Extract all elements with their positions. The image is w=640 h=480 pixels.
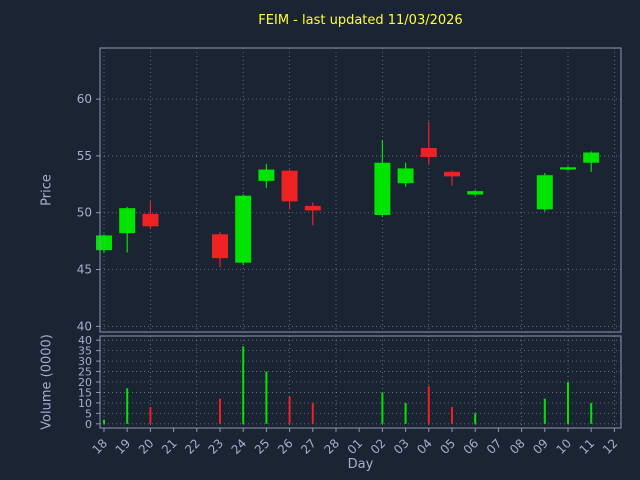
candle-body — [258, 169, 275, 181]
volume-tick-label: 15 — [78, 386, 92, 399]
candle-body — [119, 208, 136, 234]
day-tick-label: 06 — [461, 436, 482, 457]
day-tick-label: 03 — [391, 436, 412, 457]
candle-body — [420, 147, 437, 158]
volume-tick-label: 20 — [78, 376, 92, 389]
volume-tick-label: 25 — [78, 366, 92, 379]
panel-frame — [99, 47, 622, 333]
day-tick-label: 09 — [530, 436, 551, 457]
axes-frame — [96, 47, 622, 432]
day-tick-label: 21 — [159, 436, 180, 457]
candle-body — [96, 235, 112, 251]
candle-body — [281, 170, 298, 202]
volume-tick-label: 10 — [78, 397, 92, 410]
candle-body — [467, 191, 484, 195]
candle-body — [444, 171, 460, 177]
volume-axis-label: Volume (0000) — [39, 334, 55, 430]
day-tick-label: 28 — [321, 436, 342, 457]
chart-title: FEIM - last updated 11/03/2026 — [258, 13, 463, 28]
candle-body — [397, 168, 414, 184]
day-tick-label: 27 — [298, 436, 319, 457]
candle-body — [560, 167, 576, 170]
volume-tick-label: 40 — [78, 334, 92, 347]
day-axis-label: Day — [347, 457, 374, 472]
day-tick-label: 01 — [345, 436, 366, 457]
price-tick-label: 45 — [77, 263, 92, 277]
day-tick-label: 05 — [437, 436, 458, 457]
volume-tick-label: 30 — [78, 355, 92, 368]
price-axis-label: Price — [39, 174, 55, 206]
candle-body — [212, 234, 228, 259]
volume-tick-label: 35 — [78, 345, 92, 358]
day-tick-label: 04 — [414, 436, 435, 457]
day-tick-label: 22 — [182, 436, 203, 457]
price-tick-label: 40 — [77, 319, 92, 333]
candle-body — [304, 205, 321, 211]
candle-body — [536, 175, 553, 210]
day-tick-label: 20 — [136, 436, 157, 457]
price-tick-label: 60 — [77, 92, 92, 106]
candle-body — [374, 162, 391, 215]
day-tick-label: 26 — [275, 436, 296, 457]
candle-body — [142, 213, 159, 227]
day-tick-label: 25 — [252, 436, 273, 457]
day-tick-label: 19 — [113, 436, 134, 457]
candle-body — [583, 152, 600, 163]
day-tick-label: 07 — [484, 436, 505, 457]
gridlines — [100, 48, 621, 428]
day-tick-label: 23 — [205, 436, 226, 457]
day-tick-label: 24 — [229, 436, 250, 457]
price-tick-label: 55 — [77, 149, 92, 163]
day-tick-label: 11 — [577, 436, 598, 457]
day-tick-label: 10 — [553, 436, 574, 457]
day-tick-label: 02 — [368, 436, 389, 457]
day-tick-label: 08 — [507, 436, 528, 457]
price-tick-label: 50 — [77, 206, 92, 220]
volume-tick-label: 5 — [85, 407, 92, 420]
series — [96, 121, 600, 424]
volume-tick-label: 0 — [85, 418, 92, 431]
day-tick-label: 12 — [600, 436, 621, 457]
candle-body — [235, 195, 252, 263]
day-tick-label: 18 — [89, 436, 110, 457]
